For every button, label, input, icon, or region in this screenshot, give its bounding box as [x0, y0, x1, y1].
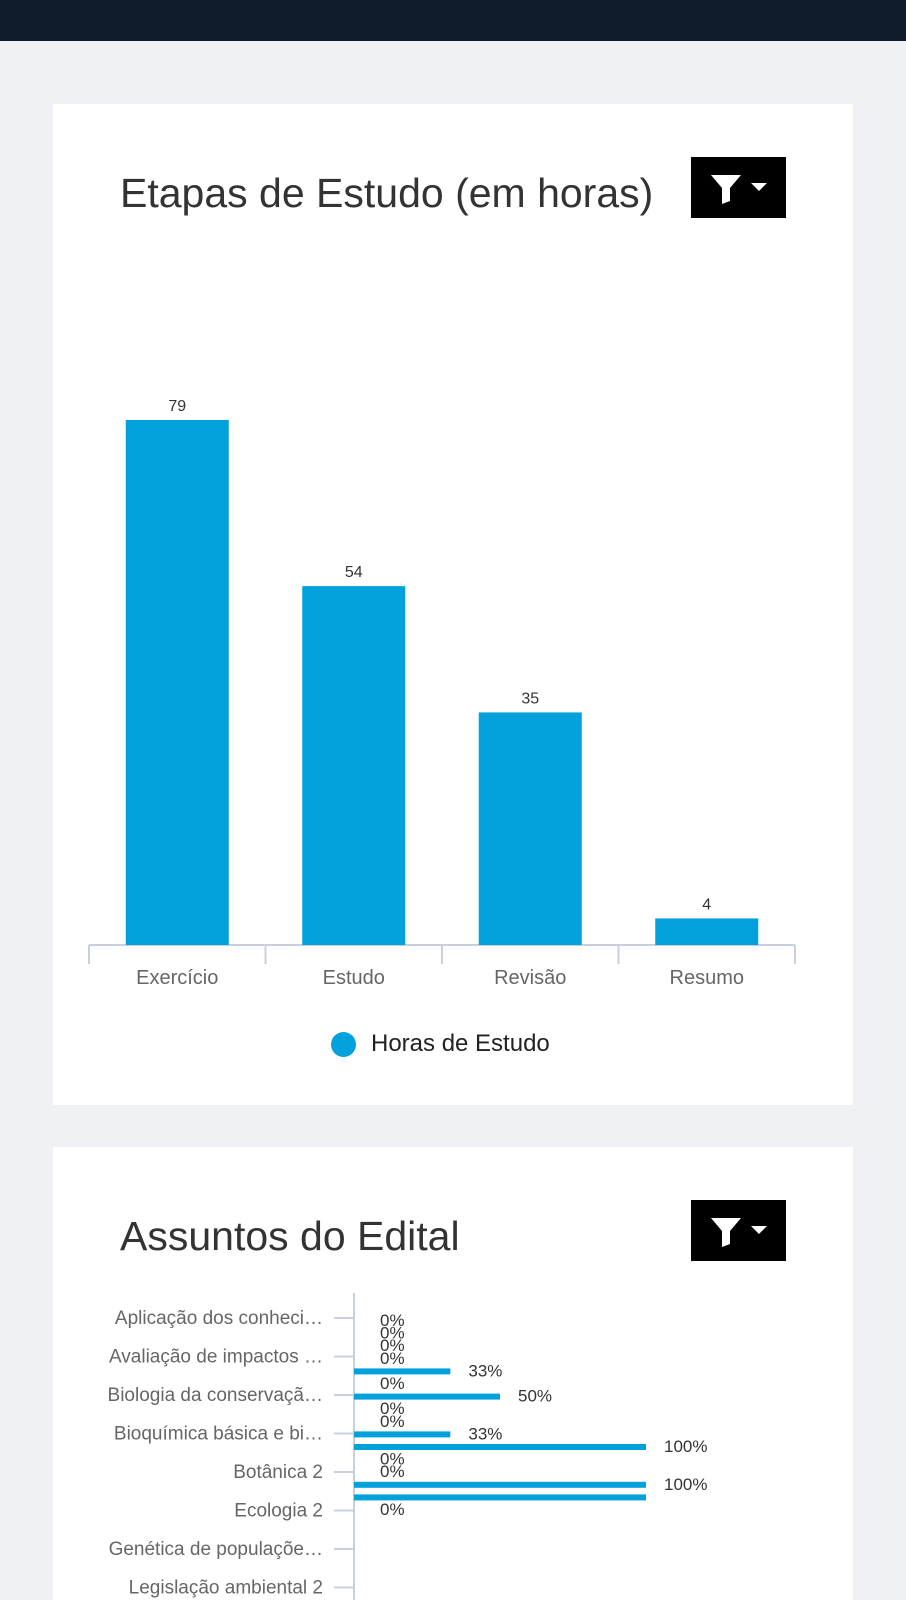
bar-data-label: 0%: [380, 1500, 405, 1519]
bar[interactable]: [354, 1444, 646, 1450]
y-tick-label: Botânica 2: [233, 1462, 323, 1483]
bar-data-label: 100%: [664, 1475, 707, 1494]
y-tick-label: Bioquímica básica e bi…: [114, 1424, 323, 1445]
bar-data-label: 50%: [518, 1387, 552, 1406]
edital-subjects-card: Assuntos do Edital Aplicação dos conheci…: [53, 1147, 853, 1600]
bar-data-label: 0%: [380, 1311, 405, 1330]
bar-data-label: 0%: [380, 1412, 405, 1431]
filter-icon: [710, 174, 767, 204]
study-stages-bar-chart: 79 Exercício 54 Estudo 35 Revisão 4 Resumo: [88, 398, 796, 989]
bar[interactable]: [354, 1368, 451, 1375]
y-tick-label: Avaliação de impactos …: [109, 1347, 323, 1368]
x-tick-label: Resumo: [670, 967, 744, 989]
card-title: Assuntos do Edital: [120, 1213, 460, 1259]
x-tick-label: Estudo: [323, 967, 385, 989]
bar[interactable]: [302, 586, 406, 945]
bar-data-label: 0%: [380, 1399, 405, 1418]
bar-data-label: 100%: [664, 1437, 707, 1456]
bar-data-label: 0%: [380, 1336, 405, 1355]
y-tick-label: Ecologia 2: [234, 1501, 323, 1522]
y-tick-label: Biologia da conservaçã…: [108, 1385, 323, 1406]
bar[interactable]: [354, 1393, 500, 1400]
bar-data-label: 0%: [380, 1374, 405, 1393]
bar[interactable]: [354, 1431, 451, 1438]
bar-data-label: 33%: [468, 1361, 502, 1380]
study-stages-card: Etapas de Estudo (em horas) 79 Exercício 5…: [53, 104, 853, 1105]
filter-icon: [710, 1217, 767, 1247]
x-tick-label: Exercício: [136, 967, 218, 989]
bar-data-label: 4: [702, 896, 711, 913]
caret-down-icon: [750, 182, 767, 191]
bar-data-label: 54: [345, 564, 363, 581]
chart-legend[interactable]: Horas de Estudo: [331, 1030, 550, 1058]
filter-button[interactable]: [691, 1200, 786, 1261]
bar-data-label: 33%: [468, 1424, 502, 1443]
legend-label: Horas de Estudo: [371, 1030, 550, 1057]
caret-down-icon: [750, 1225, 767, 1234]
edital-subjects-bar-chart: Aplicação dos conheci… Avaliação de impac…: [108, 1293, 707, 1600]
bar-data-label: 0%: [380, 1450, 405, 1469]
bar[interactable]: [354, 1481, 646, 1488]
bar[interactable]: [125, 420, 229, 945]
filter-button[interactable]: [691, 157, 786, 218]
bar[interactable]: [354, 1494, 646, 1501]
bar-data-label: 0%: [380, 1349, 405, 1368]
legend-color-dot: [331, 1031, 356, 1057]
card-title: Etapas de Estudo (em horas): [120, 170, 654, 216]
y-tick-label: Aplicação dos conheci…: [115, 1308, 323, 1329]
bar-data-label: 0%: [380, 1462, 405, 1481]
bar-data-label: 35: [521, 690, 539, 707]
bar-data-label: 0%: [380, 1324, 405, 1343]
bar[interactable]: [478, 712, 582, 945]
x-tick-label: Revisão: [494, 967, 566, 989]
bar-data-label: 79: [168, 398, 186, 415]
bar[interactable]: [655, 918, 759, 945]
top-navbar: [0, 0, 906, 41]
y-tick-label: Genética de populaçõe…: [109, 1539, 323, 1560]
y-tick-label: Legislação ambiental 2: [129, 1578, 323, 1599]
